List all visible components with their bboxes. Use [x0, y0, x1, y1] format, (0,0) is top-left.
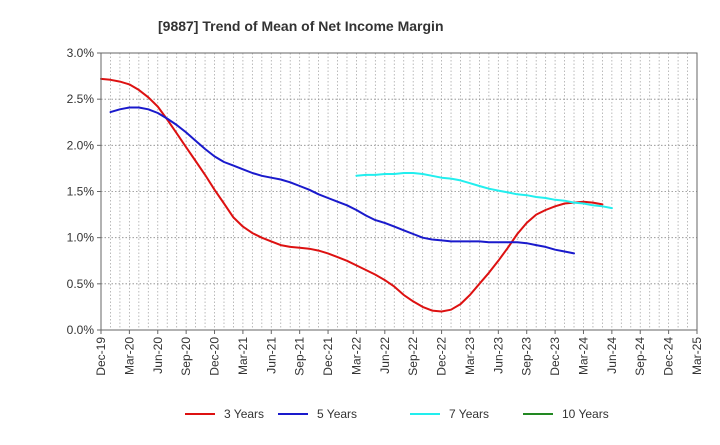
x-tick-label: Sep-20 [179, 337, 193, 376]
legend-label: 10 Years [562, 407, 609, 421]
legend: 3 Years 5 Years 7 Years 10 Years [185, 407, 609, 421]
x-tick-label: Mar-22 [349, 337, 363, 375]
x-tick-label: Jun-23 [491, 337, 505, 374]
y-tick-label: 2.0% [67, 138, 95, 152]
legend-label: 3 Years [224, 407, 264, 421]
plot-border [100, 52, 698, 331]
x-tick-label: Dec-19 [94, 337, 108, 376]
x-tick-label: Dec-24 [662, 337, 676, 376]
y-tick-label: 0.5% [67, 277, 95, 291]
x-tick-label: Sep-23 [520, 337, 534, 376]
x-tick-label: Sep-24 [633, 337, 647, 376]
x-tick-label: Mar-20 [122, 337, 136, 375]
series-lines [100, 77, 613, 313]
x-tick-label: Dec-22 [435, 337, 449, 376]
series-line-5-years [109, 106, 575, 255]
y-tick-label: 0.0% [67, 323, 95, 337]
y-tick-label: 1.5% [67, 185, 95, 199]
series-line-3-years [100, 77, 604, 313]
axes: 0.0% 0.5% 1.0% 1.5% 2.0% 2.5% 3.0% Dec-19 Mar-20… [67, 46, 704, 376]
x-tick-label: Mar-24 [576, 337, 590, 375]
x-tick-label: Dec-21 [321, 337, 335, 376]
x-tick-label: Dec-20 [208, 337, 222, 376]
x-tick-label: Jun-21 [264, 337, 278, 374]
x-tick-label: Dec-23 [548, 337, 562, 376]
x-tick-label: Sep-21 [293, 337, 307, 376]
x-tick-label: Sep-22 [406, 337, 420, 376]
y-tick-label: 1.0% [67, 231, 95, 245]
y-tick-label: 3.0% [67, 46, 95, 60]
x-tick-label: Mar-21 [236, 337, 250, 375]
chart-title: [9887] Trend of Mean of Net Income Margi… [158, 18, 444, 34]
x-tick-label: Mar-23 [463, 337, 477, 375]
x-tick-label: Mar-25 [690, 337, 704, 375]
x-tick-label: Jun-22 [378, 337, 392, 374]
legend-label: 7 Years [449, 407, 489, 421]
series-line-7-years [355, 172, 613, 210]
x-tick-label: Jun-20 [151, 337, 165, 374]
y-tick-label: 2.5% [67, 92, 95, 106]
legend-label: 5 Years [317, 407, 357, 421]
x-tick-label: Jun-24 [605, 337, 619, 374]
